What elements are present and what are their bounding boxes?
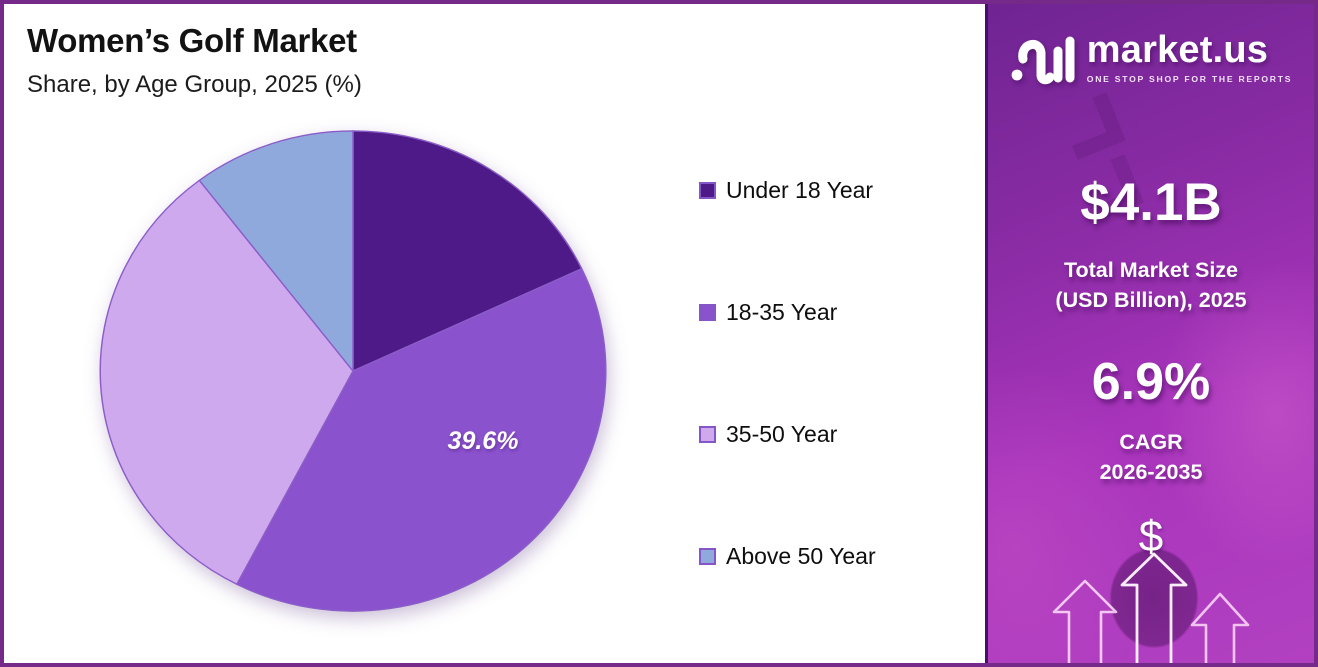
legend-item: 18-35 Year [699, 299, 876, 326]
cagr-label-line1: CAGR [1119, 430, 1183, 454]
dollar-icon: $ [1138, 512, 1164, 561]
pie-slice-35-50-year [99, 179, 354, 585]
market-size-value: $4.1B [1080, 173, 1222, 232]
pie-slice-18-35-year [236, 268, 607, 612]
legend-label: Above 50 Year [726, 543, 876, 569]
legend: Under 18 Year 18-35 Year 35-50 Year Above 5… [699, 177, 876, 570]
golf-hole-decoration [1092, 528, 1216, 663]
pie-slice-data-label: 39.6% [447, 427, 519, 455]
market-size-label: Total Market Size (USD Billion), 2025 [988, 256, 1314, 315]
growth-arrows-icon [1052, 552, 1250, 663]
market-size-label-line1: Total Market Size [1063, 258, 1239, 282]
legend-label: Under 18 Year [726, 177, 874, 203]
sidebar: market.us ONE STOP SHOP FOR THE REPORTS … [985, 4, 1314, 663]
growth-arrow-left-icon [1052, 579, 1118, 663]
legend-label: 18-35 Year [726, 299, 838, 325]
market-size-label-line2: (USD Billion), 2025 [1055, 287, 1247, 312]
growth-arrow-middle-icon [1120, 552, 1188, 663]
marketus-logo-icon [1011, 36, 1075, 85]
legend-swatch-icon [699, 304, 716, 321]
legend-swatch-icon [699, 182, 716, 199]
logo-text: market.us ONE STOP SHOP FOR THE REPORTS [1087, 31, 1292, 84]
pie-chart [94, 125, 612, 617]
legend-item: Under 18 Year [699, 177, 876, 204]
pie-svg [99, 130, 607, 612]
chart-subtitle: Share, by Age Group, 2025 (%) [27, 70, 362, 98]
legend-item: Above 50 Year [699, 543, 876, 570]
chevron-decoration [1058, 92, 1126, 160]
brand-logo: market.us ONE STOP SHOP FOR THE REPORTS [988, 31, 1314, 89]
pie-slice-above-50-year [198, 130, 354, 372]
brand-name: market.us [1086, 29, 1269, 71]
cagr-value: 6.9% [1091, 353, 1211, 411]
legend-item: 35-50 Year [699, 421, 876, 448]
legend-swatch-icon [699, 426, 716, 443]
growth-arrow-right-icon [1190, 592, 1250, 663]
pie-slice-under-18-year [352, 130, 583, 372]
cagr-label: CAGR 2026-2035 [988, 428, 1314, 487]
cagr-label-line2: 2026-2035 [1099, 459, 1203, 484]
chart-title: Women’s Golf Market [27, 22, 357, 59]
brand-tagline: ONE STOP SHOP FOR THE REPORTS [1086, 74, 1293, 84]
title-block: Women’s Golf Market Share, by Age Group,… [27, 22, 362, 99]
chart-panel: Women’s Golf Market Share, by Age Group,… [4, 4, 985, 663]
legend-swatch-icon [699, 548, 716, 565]
legend-label: 35-50 Year [726, 421, 838, 447]
